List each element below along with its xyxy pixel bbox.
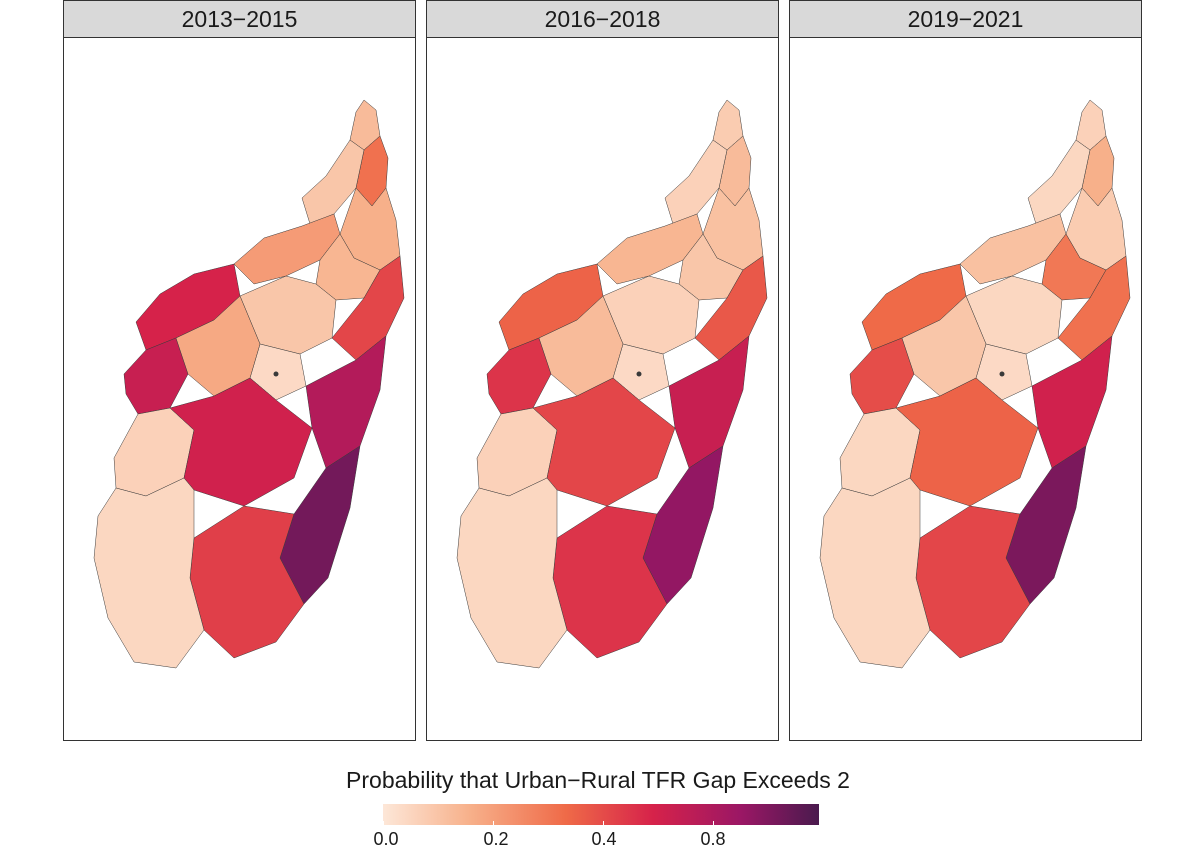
- legend-tick-mark-1: [493, 821, 494, 826]
- region-east-lower: [305, 335, 387, 469]
- legend-tick-mark-2: [603, 821, 604, 826]
- legend-tick-mark-0: [383, 821, 384, 826]
- region-west-lower: [849, 337, 915, 415]
- region-far-south: [93, 477, 205, 669]
- region-south-tip: [189, 505, 305, 659]
- region-central-highlands: [901, 295, 987, 397]
- map-plot-1: [63, 38, 416, 741]
- legend-tick-label-3: 0.8: [700, 829, 726, 849]
- legend-title: Probability that Urban−Rural TFR Gap Exc…: [346, 767, 850, 793]
- madagascar-map-1: [93, 99, 405, 669]
- region-central-highlands: [538, 295, 624, 397]
- region-east-lower: [1031, 335, 1113, 469]
- capital-marker: [273, 371, 279, 377]
- facet-panel-3: 2019−2021: [789, 0, 1142, 741]
- capital-marker: [636, 371, 642, 377]
- legend-tick-label-2: 0.4: [591, 829, 617, 849]
- region-south-center: [895, 377, 1039, 507]
- facet-panel-2: 2016−2018: [426, 0, 779, 741]
- map-plot-2: [426, 38, 779, 741]
- map-plot-3: [789, 38, 1142, 741]
- region-south-tip: [915, 505, 1031, 659]
- legend-tick-label-0: 0.0: [373, 829, 399, 849]
- region-far-south: [819, 477, 931, 669]
- region-west-lower: [486, 337, 552, 415]
- legend-tick-label-1: 0.2: [483, 829, 509, 849]
- region-far-south: [456, 477, 568, 669]
- region-central-highlands: [175, 295, 261, 397]
- capital-marker: [999, 371, 1005, 377]
- region-south-center: [532, 377, 676, 507]
- madagascar-map-3: [819, 99, 1131, 669]
- facet-panel-1: 2013−2015: [63, 0, 416, 741]
- region-east-lower: [668, 335, 750, 469]
- facet-strip-label-2: 2016−2018: [426, 0, 779, 38]
- facet-strip-label-1: 2013−2015: [63, 0, 416, 38]
- region-south-center: [169, 377, 313, 507]
- region-south-tip: [552, 505, 668, 659]
- legend-colorbar: [383, 804, 819, 825]
- region-west-lower: [123, 337, 189, 415]
- legend-tick-mark-3: [713, 821, 714, 826]
- facet-strip-label-3: 2019−2021: [789, 0, 1142, 38]
- madagascar-map-2: [456, 99, 768, 669]
